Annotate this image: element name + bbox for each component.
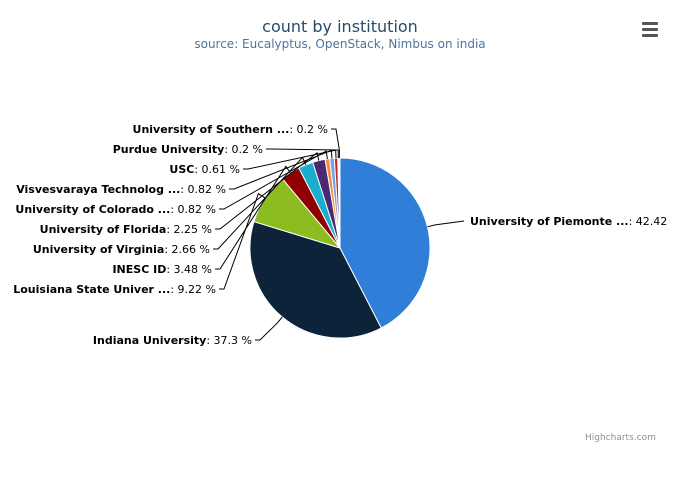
slice-label-value: : 37.3 %: [206, 334, 252, 347]
chart-subtitle: source: Eucalyptus, OpenStack, Nimbus on…: [194, 37, 486, 51]
slice-label-name: University of Florida: [40, 223, 167, 236]
slice-label: University of Colorado ...: 0.82 %: [15, 203, 216, 216]
slice-label-value: : 0.61 %: [194, 163, 240, 176]
slice-label: University of Florida: 2.25 %: [40, 223, 212, 236]
slice-label-name: University of Piemonte ...: [470, 215, 629, 228]
chart-title: count by institution: [262, 17, 418, 36]
slice-label-name: USC: [169, 163, 194, 176]
pie-connector: [229, 149, 333, 190]
slice-label: INESC ID: 3.48 %: [112, 263, 212, 276]
slice-label-name: Visvesvaraya Technolog ...: [16, 183, 180, 196]
pie-labels: University of Piemonte ...: 42.42 Indiana…: [13, 123, 667, 347]
slice-label-name: University of Virginia: [33, 243, 165, 256]
slice-label-name: Indiana University: [93, 334, 206, 347]
slice-label: University of Virginia: 2.66 %: [33, 243, 210, 256]
slice-label-value: : 0.82 %: [170, 203, 216, 216]
slice-label-value: : 2.66 %: [164, 243, 210, 256]
pie-connector: [255, 316, 283, 341]
slice-label-value: : 42.42: [629, 215, 668, 228]
slice-label: University of Southern ...: 0.2 %: [133, 123, 328, 136]
slice-label-value: : 0.2 %: [224, 143, 263, 156]
slice-label-value: : 0.2 %: [289, 123, 328, 136]
credits-link[interactable]: Highcharts.com: [585, 433, 656, 443]
slice-label-name: University of Colorado ...: [15, 203, 170, 216]
slice-label: Indiana University: 37.3 %: [93, 334, 252, 347]
slice-label-name: University of Southern ...: [133, 123, 290, 136]
slice-label-name: INESC ID: [112, 263, 166, 276]
chart-menu-button[interactable]: [638, 20, 662, 40]
menu-icon-bar-3: [642, 34, 658, 37]
slice-label: Louisiana State Univer ...: 9.22 %: [13, 283, 216, 296]
slice-label-name: Purdue University: [113, 143, 225, 156]
pie-slice[interactable]: [338, 157, 341, 249]
pie-slice[interactable]: [249, 220, 382, 339]
pie-connector: [219, 150, 328, 210]
slice-label-value: : 2.25 %: [166, 223, 212, 236]
pie-connector: [427, 220, 465, 228]
menu-icon-bar-2: [642, 28, 658, 31]
slice-label-value: : 9.22 %: [170, 283, 216, 296]
slice-label-name: Louisiana State Univer ...: [13, 283, 170, 296]
pie-connector: [331, 128, 340, 158]
pie-slice[interactable]: [339, 157, 431, 329]
slice-label: Visvesvaraya Technolog ...: 0.82 %: [16, 183, 226, 196]
slice-label: University of Piemonte ...: 42.42: [470, 215, 667, 228]
slice-label: Purdue University: 0.2 %: [113, 143, 263, 156]
slice-label-value: : 3.48 %: [166, 263, 212, 276]
pie-connector: [215, 165, 291, 270]
menu-icon-bar-1: [642, 22, 658, 25]
pie-connector: [215, 151, 320, 230]
pie-connector: [266, 148, 339, 159]
pie-connectors: [213, 128, 465, 341]
slice-label-value: : 0.82 %: [180, 183, 226, 196]
pie-connector: [243, 149, 337, 170]
slice-label: USC: 0.61 %: [169, 163, 240, 176]
